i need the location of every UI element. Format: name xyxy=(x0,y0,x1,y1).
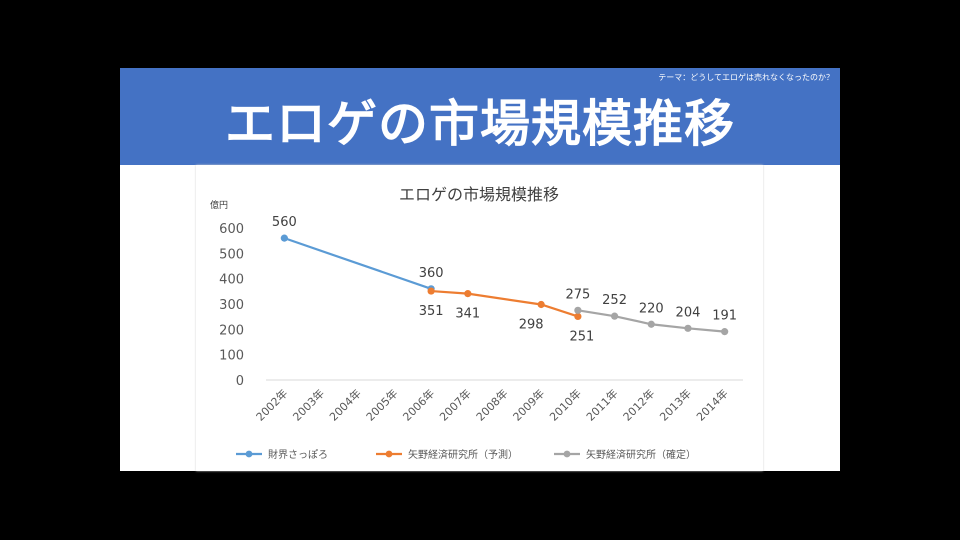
y-tick-label: 500 xyxy=(219,247,244,262)
x-tick-label: 2012年 xyxy=(620,386,657,423)
data-point xyxy=(610,312,619,320)
slide: テーマ：どうしてエロゲは売れなくなったのか？ エロゲの市場規模推移 エロゲの市場… xyxy=(120,0,840,540)
data-label: 360 xyxy=(419,266,444,281)
x-tick-label: 2006年 xyxy=(400,386,437,423)
legend-label: 矢野経済研究所（予測） xyxy=(408,448,518,461)
legend-label: 矢野経済研究所（確定） xyxy=(586,448,696,461)
y-tick-label: 0 xyxy=(236,374,244,389)
chart-area: エロゲの市場規模推移 億円 0 100 200 300 400 500 600 2002年 2… xyxy=(196,165,763,471)
data-label: 298 xyxy=(519,318,544,333)
x-tick-label: 2008年 xyxy=(473,386,510,423)
legend-marker xyxy=(245,450,253,458)
data-point xyxy=(537,300,545,309)
x-tick-label: 2005年 xyxy=(363,386,400,423)
x-tick-label: 2009年 xyxy=(510,386,547,423)
chart-title: エロゲの市場規模推移 xyxy=(399,185,559,204)
legend-marker xyxy=(385,450,393,458)
legend-marker xyxy=(563,450,571,458)
legend-label: 財界さっぽろ xyxy=(268,448,328,461)
y-tick-label: 200 xyxy=(219,323,244,338)
data-point xyxy=(464,290,472,298)
slide-title: エロゲの市場規模推移 xyxy=(225,95,735,153)
series-line-1 xyxy=(283,237,432,290)
slide-content: エロゲの市場規模推移 億円 0 100 200 300 400 500 600 2002年 2… xyxy=(120,165,840,471)
data-label: 351 xyxy=(419,304,444,319)
x-tick-label: 2013年 xyxy=(657,386,694,423)
data-label: 191 xyxy=(712,309,737,324)
slide-subtitle: テーマ：どうしてエロゲは売れなくなったのか？ xyxy=(658,73,834,82)
y-tick-label: 400 xyxy=(219,273,244,288)
y-tick-label: 100 xyxy=(219,349,244,364)
data-label: 204 xyxy=(676,305,701,320)
data-point xyxy=(684,324,692,332)
data-label: 252 xyxy=(602,293,627,308)
x-tick-label: 2011年 xyxy=(583,386,620,423)
data-label: 220 xyxy=(639,301,664,316)
data-point xyxy=(280,234,288,242)
x-tick-label: 2007年 xyxy=(436,386,473,423)
data-label: 275 xyxy=(565,287,590,302)
x-tick-label: 2002年 xyxy=(253,386,290,423)
data-label: 251 xyxy=(569,329,594,344)
x-tick-label: 2003年 xyxy=(290,386,327,423)
title-banner: テーマ：どうしてエロゲは売れなくなったのか？ エロゲの市場規模推移 xyxy=(120,68,840,165)
data-point xyxy=(721,328,729,336)
data-point xyxy=(647,320,655,328)
x-tick-label: 2004年 xyxy=(326,386,363,423)
data-label: 341 xyxy=(455,307,480,322)
data-point xyxy=(427,287,435,295)
y-tick-label: 300 xyxy=(219,298,244,313)
y-tick-label: 600 xyxy=(219,222,244,237)
data-label: 560 xyxy=(272,215,297,230)
x-tick-label: 2010年 xyxy=(547,386,584,423)
data-point xyxy=(574,306,582,314)
data-point xyxy=(574,312,582,321)
y-axis-unit-label: 億円 xyxy=(210,199,228,211)
x-tick-label: 2014年 xyxy=(693,386,730,423)
series-line-2 xyxy=(431,289,579,318)
